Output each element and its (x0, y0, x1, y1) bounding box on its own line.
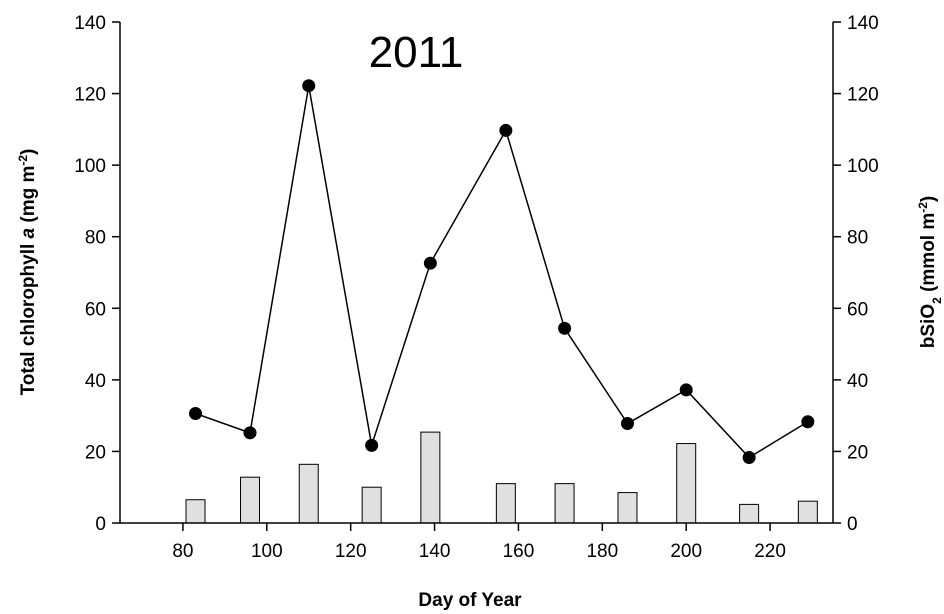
line-layer (188, 79, 815, 465)
line-point (679, 383, 693, 397)
chart-title: 2011 (369, 28, 464, 77)
x-tick-label: 80 (172, 541, 193, 562)
y-right-tick-label: 40 (847, 371, 868, 392)
x-tick-label: 160 (503, 541, 535, 562)
line-point (801, 415, 815, 429)
bars-layer (185, 431, 818, 524)
line-point (188, 406, 202, 420)
y-left-tick-label: 80 (85, 228, 106, 249)
bar (185, 499, 206, 524)
y-left-tick-label: 140 (74, 13, 106, 34)
y-axis-left-title: Total chlorophyll a (mg m-2) (16, 149, 39, 396)
x-tick-label: 140 (419, 541, 451, 562)
y-right-tick-label: 120 (847, 85, 879, 106)
line-point (302, 79, 316, 93)
y-left-tick-label: 120 (74, 85, 106, 106)
y-right-tick-label: 80 (847, 228, 868, 249)
x-tick-label: 220 (754, 541, 786, 562)
x-tick-label: 180 (586, 541, 618, 562)
y-right-tick-label: 20 (847, 442, 868, 463)
y-right-tick-label: 0 (847, 514, 858, 535)
line-series (195, 85, 809, 459)
x-axis-title: Day of Year (418, 590, 522, 611)
y-right-tick-label: 140 (847, 13, 879, 34)
line-point (620, 417, 634, 431)
y-left-tick-label: 60 (85, 299, 106, 320)
y-left-tick-label: 100 (74, 156, 106, 177)
line-point (499, 123, 513, 137)
y-left-tick-label: 40 (85, 371, 106, 392)
y-right-tick-label: 100 (847, 156, 879, 177)
bar (240, 476, 261, 524)
x-tick-label: 120 (335, 541, 367, 562)
bar (361, 486, 382, 524)
line-point (742, 451, 756, 465)
y-axis-right-title: bSiO2 (mmol m-2) (916, 196, 944, 348)
bar (676, 443, 697, 524)
bar (739, 503, 760, 524)
bar (298, 463, 319, 524)
line-point (365, 438, 379, 452)
bar (554, 483, 575, 524)
x-tick-label: 200 (670, 541, 702, 562)
y-left-tick-label: 0 (95, 514, 106, 535)
bar (797, 500, 818, 524)
bar (495, 483, 516, 524)
line-point (243, 426, 257, 440)
line-point (558, 321, 572, 335)
axes-layer (119, 22, 834, 524)
y-left-tick-label: 20 (85, 442, 106, 463)
y-right-tick-label: 60 (847, 299, 868, 320)
x-tick-label: 100 (251, 541, 283, 562)
line-point (423, 256, 437, 270)
bar (617, 492, 638, 524)
ticks-layer: 0 20 40 60 80 100 120 140 0 20 40 60 80 100 120 140 80 10… (74, 13, 878, 562)
bar (420, 431, 441, 524)
